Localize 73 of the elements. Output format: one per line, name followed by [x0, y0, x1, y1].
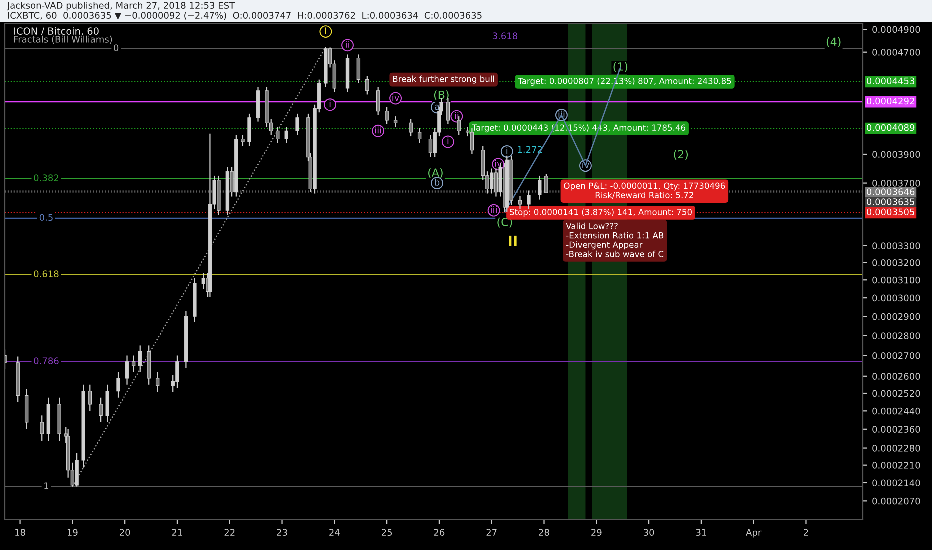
x-tick-label: 22	[224, 529, 235, 536]
x-tick-label: 19	[68, 529, 78, 536]
annotation: II	[509, 236, 517, 246]
annotation: Open P&L: -0.0000011, Qty: 17730496 Risk/Reward Ratio: 5.72	[564, 182, 726, 200]
annotation: 0.382	[34, 174, 58, 182]
annotation: iii	[375, 126, 382, 134]
annotation: (1)	[614, 62, 628, 72]
annotation: i	[448, 138, 449, 144]
annotation: i	[330, 100, 331, 108]
y-tick-label: 0.0002520	[872, 390, 920, 398]
y-tick-label: 0.0003200	[872, 259, 920, 266]
y-tick-label: 0.0002600	[872, 373, 920, 380]
annotation: iii	[491, 206, 497, 214]
y-tick-label: 0.0002280	[872, 445, 920, 452]
annotation: I	[325, 28, 326, 34]
annotation: iv	[392, 94, 400, 101]
y-tick-label: 0.0002140	[872, 480, 920, 487]
x-tick-label: 30	[644, 529, 654, 536]
y-tick-label: 0.0004700	[872, 49, 920, 56]
annotation: a	[435, 104, 440, 110]
y-tick-label: 0.0003700	[872, 180, 920, 187]
annotation: (B)	[434, 90, 449, 101]
x-tick-label: 28	[539, 529, 550, 536]
ref-line-label: 0.0004089	[867, 124, 915, 132]
text: Jackson-VAD published, March 27, 2018 12:53 EST	[6, 2, 236, 11]
annotation: 3.618	[492, 32, 518, 40]
y-tick-label: 0.0002070	[872, 498, 920, 505]
annotation: (A)	[428, 168, 443, 178]
y-tick-label: 0.0004900	[872, 26, 920, 34]
x-tick-label: 26	[434, 529, 445, 536]
ref-line-label: 0.0003635	[867, 198, 914, 206]
x-tick-label: 25	[382, 529, 392, 536]
x-tick-label: 20	[120, 529, 130, 536]
x-tick-label: 23	[277, 529, 288, 536]
y-tick-label: 0.0003900	[872, 151, 920, 158]
text: Fractals (Bill Williams)	[14, 36, 112, 44]
annotation: (4)	[826, 37, 841, 48]
annotation: 0	[114, 44, 119, 52]
y-tick-label: 0.0003100	[872, 276, 920, 284]
x-tick-label: 29	[592, 529, 602, 536]
annotation: i	[506, 147, 508, 154]
annotation: ii	[346, 41, 350, 48]
annotation: 0.5	[40, 214, 53, 222]
x-tick-label: 2	[804, 529, 808, 536]
annotation: ii	[455, 112, 459, 120]
annotation: (C)	[498, 218, 512, 228]
annotation: 0.786	[34, 358, 59, 364]
annotation: (2)	[674, 150, 688, 160]
annotation: Stop: 0.0000141 (3.87%) 141, Amount: 750	[510, 208, 692, 217]
annotation: Break further strong bull	[393, 76, 494, 84]
y-tick-label: 0.0003000	[872, 294, 920, 302]
y-tick-label: 0.0003300	[872, 242, 920, 250]
x-tick-label: 31	[696, 529, 706, 536]
ref-line-label: 0.0003646	[867, 188, 915, 196]
annotation: 0.618	[34, 270, 59, 278]
y-tick-label: 0.0002700	[872, 352, 920, 360]
x-tick-label: 18	[16, 529, 26, 536]
annotation: b	[435, 178, 440, 186]
y-tick-label: 0.0002800	[872, 332, 920, 340]
x-tick-label: Apr	[746, 529, 762, 538]
ref-line-label: 0.0004292	[867, 98, 914, 105]
y-tick-label: 0.0002360	[872, 426, 920, 433]
y-tick-label: 0.0002900	[872, 313, 920, 320]
ref-line-label: 0.0004453	[867, 78, 915, 85]
annotation: Valid Low??? -Extension Ratio 1:1 AB -Divergent Appear -Break iv sub wave of C	[566, 222, 664, 258]
x-tick-label: 21	[172, 529, 182, 536]
annotation: 1	[44, 482, 49, 490]
x-tick-label: 24	[330, 529, 340, 536]
y-tick-label: 0.0002210	[872, 462, 920, 469]
ref-line-label: 0.0003505	[867, 208, 914, 216]
x-tick-label: 27	[486, 529, 497, 536]
y-tick-label: 0.0002440	[872, 408, 920, 415]
text: ICXBTC, 60 0.0003635 ▼ −0.0000092 (−2.47%) O:0.0003747 H:0.0003762 L:0.0003634 C:0.0003635	[8, 12, 482, 20]
